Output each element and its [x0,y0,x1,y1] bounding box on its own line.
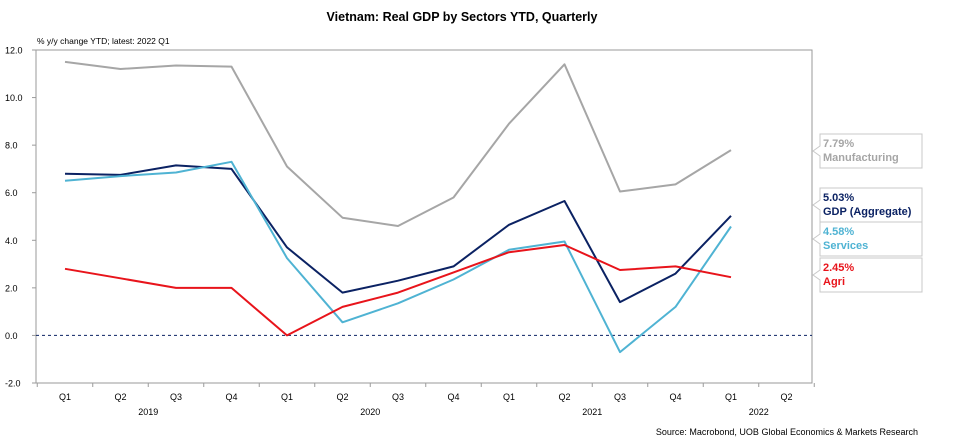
y-tick-label: 12.0 [5,46,23,56]
callout-box [812,133,923,169]
series-line-manufacturing [64,60,732,227]
x-tick-label: Q2 [780,392,792,402]
x-tick-label: Q2 [114,392,126,402]
callout-name: Services [823,240,868,252]
end-label-manufacturing: 7.79% Manufacturing [812,133,923,169]
year-label: 2021 [582,407,602,417]
x-tick-label: Q2 [558,392,570,402]
callout-box [812,257,923,293]
year-labels: 2019 2020 2021 2022 [138,407,769,417]
x-axis: Q1 Q2 Q3 Q4 Q1 Q2 Q3 Q4 Q1 Q2 Q3 Q4 Q1 Q2 [36,383,815,402]
x-tick-label: Q1 [503,392,515,402]
y-tick-label: 6.0 [5,188,18,198]
x-tick-label: Q3 [392,392,404,402]
x-tick-label: Q4 [669,392,681,402]
callout-box [812,187,923,223]
callout-name: Manufacturing [823,152,899,164]
callout-value: 2.45% [823,262,854,274]
end-label-services: 4.58% Services [812,221,923,257]
y-tick-label: 0.0 [5,331,18,341]
x-tick-label: Q3 [614,392,626,402]
x-tick-label: Q3 [170,392,182,402]
year-label: 2022 [749,407,769,417]
series-lines [64,60,732,354]
end-label-agri: 2.45% Agri [812,257,923,293]
callout-name: Agri [823,276,845,288]
x-tick-label: Q1 [59,392,71,402]
series-line-agri [64,244,732,337]
y-tick-label: 2.0 [5,283,18,293]
end-label-gdp-aggregate: 5.03% GDP (Aggregate) [812,187,923,223]
unit-note: % y/y change YTD; latest: 2022 Q1 [37,36,170,46]
y-tick-label: 4.0 [5,236,18,246]
y-axis: 12.0 10.0 8.0 6.0 4.0 2.0 0.0 -2.0 [5,46,36,389]
chart-title: Vietnam: Real GDP by Sectors YTD, Quarte… [327,10,598,24]
callout-box [812,221,923,257]
source-note: Source: Macrobond, UOB Global Economics … [656,427,918,437]
x-tick-label: Q4 [447,392,459,402]
x-tick-label: Q2 [336,392,348,402]
x-tick-label: Q4 [225,392,237,402]
series-line-gdp-aggregate [64,164,732,304]
plot-frame [35,49,813,384]
y-tick-label: 10.0 [5,93,23,103]
callout-value: 5.03% [823,192,854,204]
year-label: 2019 [138,407,158,417]
year-label: 2020 [360,407,380,417]
series-line-services [64,160,732,354]
callout-name: GDP (Aggregate) [823,206,912,218]
end-labels: 7.79% Manufacturing 5.03% GDP (Aggregate) 4.… [812,133,923,293]
callout-value: 7.79% [823,138,854,150]
x-tick-label: Q1 [725,392,737,402]
y-tick-label: 8.0 [5,141,18,151]
callout-value: 4.58% [823,226,854,238]
x-tick-label: Q1 [281,392,293,402]
y-tick-label: -2.0 [5,379,21,389]
